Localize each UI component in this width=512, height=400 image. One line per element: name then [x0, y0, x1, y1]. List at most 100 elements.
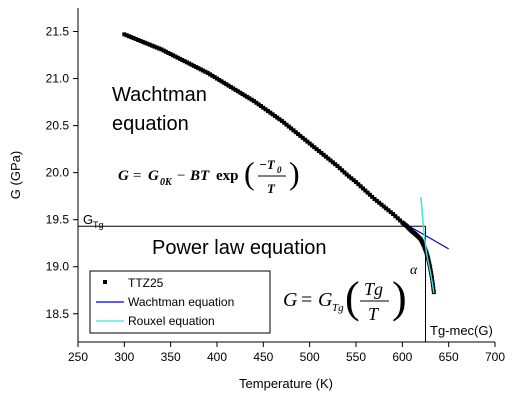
svg-text:T: T [368, 304, 380, 324]
series-layer [122, 32, 449, 295]
data-point [328, 158, 333, 163]
data-point [143, 40, 148, 45]
data-point [226, 83, 231, 88]
power-law-title: Power law equation [152, 237, 327, 259]
svg-text:0: 0 [277, 165, 282, 175]
series-line-rouxel-overlay [420, 197, 435, 294]
svg-text:0K: 0K [160, 177, 173, 188]
data-point [377, 200, 382, 205]
data-point [360, 186, 365, 191]
data-point [381, 204, 386, 209]
data-point [191, 63, 196, 68]
legend-box [89, 270, 271, 334]
data-point [235, 89, 240, 94]
data-point [157, 46, 162, 51]
data-point [221, 80, 226, 85]
data-point [268, 110, 273, 115]
svg-text:(: ( [244, 155, 255, 191]
data-point [358, 184, 363, 189]
y-ticks: 18.5 19.0 19.5 20.0 20.5 21.0 21.5 [46, 25, 78, 321]
data-point [298, 133, 303, 138]
data-point [316, 149, 321, 154]
x-tick-label: 600 [392, 350, 412, 364]
data-point [312, 145, 317, 150]
y-tick-label: 20.0 [46, 166, 70, 180]
y-tick-label: 21.0 [46, 72, 70, 86]
data-point [333, 162, 338, 167]
data-point [272, 113, 277, 118]
data-point [393, 214, 398, 219]
data-point [212, 75, 217, 80]
data-point [342, 170, 347, 175]
data-point [356, 182, 361, 187]
data-point [247, 96, 252, 101]
data-point [124, 33, 129, 38]
svg-text:): ) [392, 273, 407, 322]
data-point [370, 194, 375, 199]
data-point [164, 49, 169, 54]
data-point [180, 57, 185, 62]
data-point [284, 122, 289, 127]
data-point [189, 62, 194, 67]
data-point [168, 52, 173, 57]
data-point [196, 66, 201, 71]
legend-marker-ttz25 [103, 280, 107, 284]
x-tick-label: 400 [207, 350, 227, 364]
data-point [252, 99, 257, 104]
data-point [173, 54, 178, 59]
svg-text:=: = [133, 168, 141, 184]
svg-text:exp: exp [216, 168, 239, 184]
x-tick-label: 250 [68, 350, 88, 364]
data-point [261, 105, 266, 110]
y-tick-label: 20.5 [46, 119, 70, 133]
x-axis-title: Temperature (K) [239, 376, 333, 391]
data-point [300, 135, 305, 140]
svg-text:G: G [283, 289, 298, 311]
series-line-wachtman-equation [124, 33, 449, 250]
data-point [391, 212, 396, 217]
data-point [314, 147, 319, 152]
data-point [187, 61, 192, 66]
data-point [275, 115, 280, 120]
svg-text:BT: BT [189, 168, 210, 184]
data-point [194, 65, 199, 70]
data-point [259, 104, 264, 109]
svg-text:α: α [410, 263, 418, 278]
y-tick-label: 18.5 [46, 307, 70, 321]
data-point [161, 48, 166, 53]
gtg-label: G [83, 212, 93, 227]
data-point [254, 100, 259, 105]
data-point [215, 76, 219, 81]
data-point [140, 39, 145, 44]
data-point [126, 34, 131, 39]
data-point [307, 141, 312, 146]
data-point [279, 118, 284, 123]
data-point [224, 82, 229, 87]
data-point [293, 130, 298, 135]
data-point [129, 35, 134, 40]
data-point [379, 202, 384, 207]
data-point [277, 117, 282, 122]
data-point [286, 124, 291, 129]
data-point [319, 150, 324, 155]
wachtman-title-line1: Wachtman [112, 84, 207, 106]
data-point [296, 132, 301, 137]
wachtman-formula: G = G 0K − BT exp ( −T 0 T ) [118, 155, 300, 196]
data-point [349, 176, 354, 181]
data-point [182, 59, 187, 64]
data-point [150, 43, 155, 48]
y-tick-label: 21.5 [46, 25, 70, 39]
x-tick-label: 350 [161, 350, 181, 364]
data-point [242, 93, 247, 98]
data-point [303, 137, 308, 142]
svg-text:=: = [301, 289, 312, 311]
data-point [233, 87, 238, 92]
data-point [177, 56, 182, 61]
data-point [309, 143, 314, 148]
svg-text:Tg: Tg [364, 279, 383, 299]
data-point [335, 164, 340, 169]
data-point [265, 109, 270, 114]
y-tick-label: 19.5 [46, 213, 70, 227]
x-tick-label: 300 [114, 350, 134, 364]
